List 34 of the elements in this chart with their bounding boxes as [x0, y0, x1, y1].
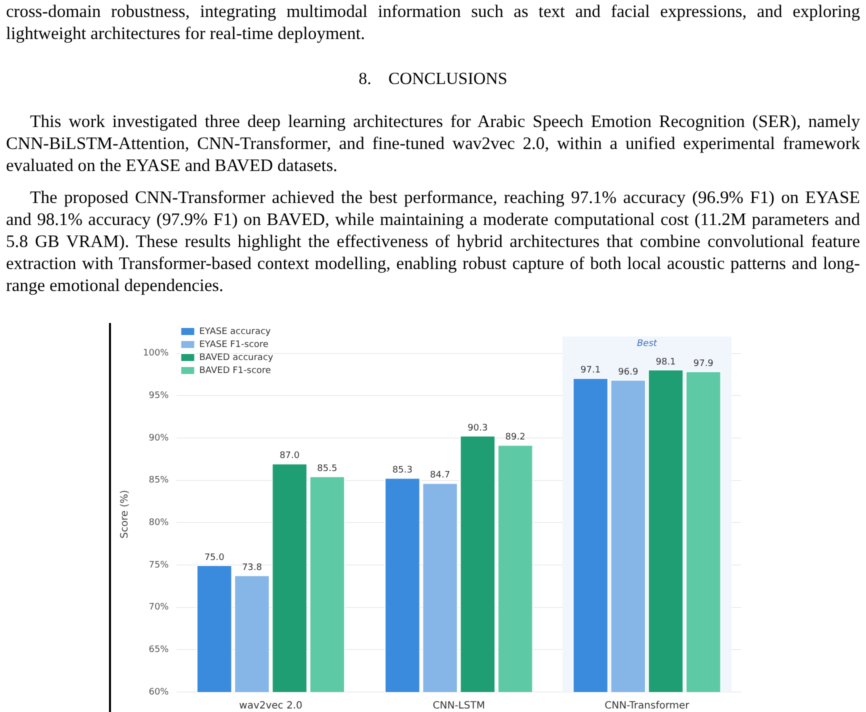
- y-axis-title: Score (%): [120, 490, 131, 538]
- text: 8. CONCLUSIONS: [358, 68, 508, 90]
- y-tick-label: 70%: [148, 602, 170, 613]
- y-tick-label: 75%: [148, 560, 170, 570]
- y-tick-label: 60%: [148, 687, 170, 698]
- data-label: 85.3: [392, 466, 412, 476]
- y-tick-label: 95%: [148, 391, 170, 402]
- legend-label: EYASE accuracy: [199, 326, 272, 337]
- data-label: 89.2: [505, 432, 526, 443]
- text: The proposed CNN-Transformer achieved the best performance, reaching 97.1% accuracy (96.9% F1) on EYASE and 98.1% accuracy (97.9% F1) on BAVED, while maintaining a moderate computational cost (11.2M parameters and 5.8 GB VRAM). These results highlight the effectiveness of hybrid architectures that combine convolutional feature extraction with Transformer-based context modelling, enabling robust capture of both local acoustic patterns and long-range emotional dependencies.: [6, 186, 860, 296]
- data-label: 97.1: [580, 366, 601, 376]
- band-label: Best: [636, 339, 658, 350]
- data-label: 73.8: [242, 563, 262, 574]
- x-tick-label: CNN-LSTM: [432, 700, 485, 712]
- text: This work investigated three deep learning architectures for Arabic Speech Emotion Recognition (SER), namely CNN-BiLSTM-Attention, CNN-Transformer, and fine-tuned wav2vec 2.0, within a unified experimental framework evaluated on the EYASE and BAVED datasets.: [6, 110, 860, 176]
- data-label: 87.0: [280, 451, 300, 462]
- legend-label: BAVED accuracy: [199, 352, 274, 363]
- legend-label: BAVED F1-score: [199, 366, 272, 376]
- y-tick-label: 65%: [148, 645, 170, 656]
- text: cross-domain robustness, integrating multimodal information such as text and facial expressions, and exploring lightweight architectures for real-time deployment.: [6, 0, 860, 44]
- data-label: 96.9: [618, 367, 638, 378]
- y-tick-label: 100%: [142, 348, 170, 359]
- y-tick-label: 80%: [148, 518, 170, 528]
- y-tick-label: 85%: [148, 476, 170, 486]
- data-label: 90.3: [468, 423, 488, 434]
- legend-label: EYASE F1-score: [199, 340, 269, 350]
- data-label: 84.7: [430, 470, 450, 481]
- data-label: 75.0: [204, 552, 225, 563]
- x-tick-label: CNN-Transformer: [604, 700, 690, 712]
- x-tick-label: wav2vec 2.0: [239, 700, 302, 712]
- data-label: 97.9: [693, 358, 714, 369]
- data-label: 85.5: [317, 464, 338, 474]
- y-tick-label: 90%: [148, 433, 170, 444]
- data-label: 98.1: [656, 357, 676, 368]
